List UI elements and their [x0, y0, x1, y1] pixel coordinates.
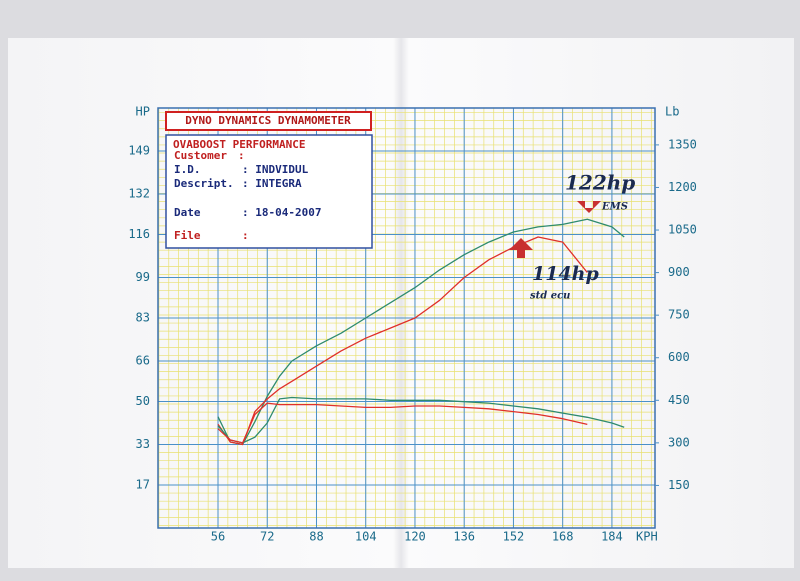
x-tick-label: 184: [601, 530, 623, 544]
y-tick-label: 99: [136, 270, 150, 284]
info-value: :: [242, 229, 249, 242]
info-label: Customer: [174, 149, 227, 162]
series-line: [217, 396, 625, 444]
y2-axis-label: Lb: [665, 105, 679, 119]
arrow-std: [509, 238, 533, 258]
y-tick-label: 83: [136, 311, 150, 325]
annotations: 122hp EMS 114hp std ecu: [530, 171, 635, 302]
y2-tick-label: 600: [668, 350, 690, 364]
y-axis-label: HP: [136, 105, 150, 119]
info-label: File: [174, 229, 201, 242]
y2-tick-label: 900: [668, 265, 690, 279]
x-axis-label: KPH: [636, 530, 658, 544]
info-value: :: [238, 149, 245, 162]
x-tick-label: 136: [453, 530, 475, 544]
arrow-ems: [577, 201, 601, 213]
y-tick-label: 149: [128, 144, 150, 158]
info-company: OVABOOST PERFORMANCE: [173, 138, 305, 151]
annotation: 114hp: [532, 263, 599, 285]
paper: [8, 38, 794, 568]
y2-tick-label: 750: [668, 308, 690, 322]
info-label: Descript.: [174, 177, 234, 190]
series-line: [217, 218, 625, 446]
x-tick-label: 168: [552, 530, 574, 544]
annotation: 122hp: [565, 171, 635, 195]
y2-tick-label: 150: [668, 478, 690, 492]
annotation: EMS: [601, 202, 628, 213]
info-title: DYNO DYNAMICS DYNAMOMETER: [185, 114, 351, 127]
plot-frame: [157, 107, 656, 529]
series-line: [217, 402, 588, 444]
x-tick-label: 120: [404, 530, 426, 544]
info-frame: [165, 134, 373, 249]
y-tick-label: 33: [136, 437, 150, 451]
y2-tick-label: 1350: [668, 137, 697, 151]
y2-tick-label: 1050: [668, 223, 697, 237]
info-value: : INDVIDUL: [242, 163, 309, 176]
x-tick-label: 56: [211, 530, 225, 544]
x-tick-label: 88: [309, 530, 323, 544]
y-tick-label: 132: [128, 187, 150, 201]
info-label: I.D.: [174, 163, 201, 176]
info-title-frame: [165, 111, 372, 131]
y2-tick-label: 300: [668, 435, 690, 449]
info-box: DYNO DYNAMICS DYNAMOMETER OVABOOST PERFO…: [165, 111, 373, 249]
y-tick-label: 116: [128, 227, 150, 241]
info-lines: Customer: I.D. : INDVIDUL Descript. : INTEGR…: [174, 149, 321, 242]
info-value: : 18-04-2007: [242, 206, 321, 219]
x-tick-label: 104: [355, 530, 377, 544]
y2-tick-label: 1200: [668, 180, 697, 194]
x-tick-label: 72: [260, 530, 274, 544]
y2-tick-label: 450: [668, 393, 690, 407]
annotation: std ecu: [530, 291, 570, 302]
info-label: Date: [174, 206, 201, 219]
x-tick-label: 152: [503, 530, 525, 544]
y-tick-label: 66: [136, 354, 150, 368]
info-value: : INTEGRA: [242, 177, 302, 190]
y-tick-label: 17: [136, 477, 150, 491]
y-tick-label: 50: [136, 394, 150, 408]
